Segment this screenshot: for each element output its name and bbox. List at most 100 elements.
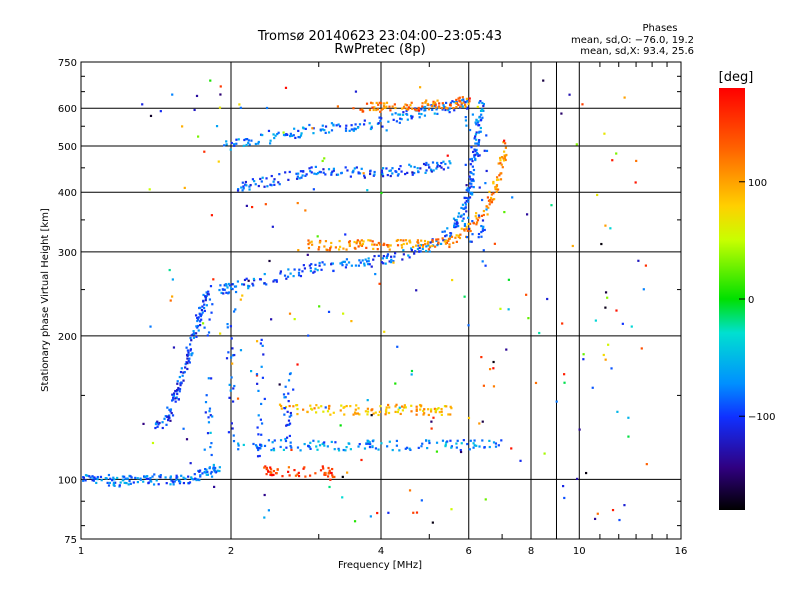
data-point [479,119,482,122]
data-point [348,129,351,132]
data-point [203,326,206,329]
data-point [384,262,387,265]
data-point [416,167,419,170]
data-point [462,439,465,442]
data-point [134,476,137,479]
data-point [328,485,331,489]
data-point [207,416,210,419]
x-tick-label: 4 [378,546,384,557]
data-point [294,474,298,477]
data-point [456,439,459,442]
data-point [259,133,263,136]
data-point [205,394,208,397]
data-point [272,180,275,183]
data-point [477,140,481,144]
data-point [271,225,274,228]
data-point [306,410,309,414]
data-point [455,225,458,228]
data-point [496,188,500,191]
data-point [208,407,212,410]
data-point [189,348,193,351]
data-point [611,508,615,512]
data-point [616,410,619,413]
data-point [289,272,292,275]
data-point [470,157,473,161]
data-point [475,138,478,141]
data-point [450,508,453,511]
data-point [402,249,405,252]
data-point [425,249,428,253]
data-point [297,271,301,274]
data-point [388,248,391,251]
data-point [475,131,478,134]
data-point [454,219,457,222]
data-point [389,261,393,264]
data-point [265,106,269,110]
data-point [481,219,485,222]
data-point [393,255,396,258]
data-point [307,334,310,337]
data-point [406,118,409,121]
data-point [308,167,311,170]
data-point [284,86,288,89]
data-point [287,379,291,382]
data-point [387,120,390,123]
data-point [460,227,463,230]
data-point [242,283,246,286]
data-point [282,131,285,134]
data-point [483,149,486,152]
data-point [442,168,445,171]
data-point [452,107,455,110]
data-point [193,108,196,112]
data-point [492,182,495,185]
data-point [287,178,290,181]
data-point [279,270,282,273]
data-point [453,100,456,104]
data-point [139,478,142,481]
data-point [226,326,229,329]
data-point [472,168,476,172]
data-point [171,93,174,96]
data-point [321,159,324,163]
data-point [231,400,235,403]
data-point [244,183,247,186]
data-point [615,152,618,155]
data-point [351,171,354,174]
data-point [368,172,372,176]
data-point [172,398,175,401]
data-point [182,379,185,382]
data-point [388,105,391,108]
data-point [302,170,305,173]
data-point [331,474,334,477]
data-point [265,466,269,469]
data-point [142,422,145,425]
data-point [204,411,207,414]
data-point [481,229,484,232]
data-point [310,166,313,169]
data-point [344,266,348,269]
data-point [278,383,281,386]
data-point [128,479,131,483]
data-point [408,447,411,450]
data-point [431,240,434,243]
data-point [471,165,474,168]
data-point [469,222,472,225]
data-point [436,165,439,168]
data-point [463,295,466,298]
data-point [386,243,389,247]
data-point [310,263,313,266]
data-point [471,191,474,195]
data-point [295,172,298,175]
data-point [470,171,473,175]
data-point [465,199,468,203]
data-point [164,476,167,479]
data-point [198,470,201,473]
data-point [464,101,467,104]
data-point [479,130,482,133]
data-point [482,213,485,217]
data-point [266,469,270,472]
data-point [158,475,161,478]
data-point [400,405,404,408]
data-point [464,116,467,119]
data-point [229,325,233,328]
